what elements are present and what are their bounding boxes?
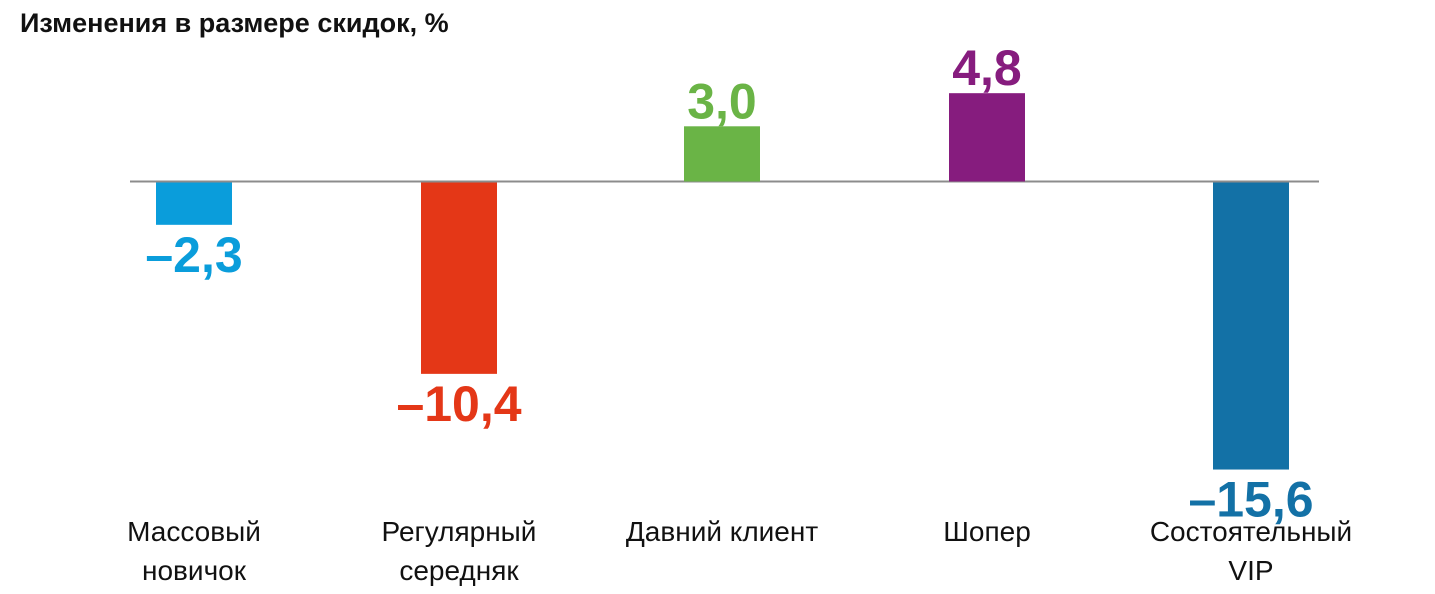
bar	[421, 182, 497, 374]
category-label: Давний клиент	[626, 516, 819, 547]
category-label: середняк	[399, 555, 519, 586]
bar-value-label: –2,3	[145, 227, 242, 283]
bar	[949, 93, 1025, 182]
bar-value-label: 3,0	[687, 73, 757, 129]
bar	[684, 126, 760, 182]
category-labels-group: Массовый новичок Регулярный середняк Давний …	[127, 516, 1352, 586]
value-labels-group: –2,3 –10,4 3,0 4,8 –15,6	[145, 40, 1313, 527]
bar	[156, 182, 232, 225]
bars-group	[156, 93, 1289, 470]
category-label: новичок	[142, 555, 247, 586]
category-label: Состоятельный	[1150, 516, 1352, 547]
category-label: Массовый	[127, 516, 261, 547]
category-label: Регулярный	[382, 516, 537, 547]
category-label: Шопер	[943, 516, 1031, 547]
bar-value-label: 4,8	[952, 40, 1022, 96]
bar	[1213, 182, 1289, 470]
chart-title: Изменения в размере скидок, %	[20, 8, 449, 38]
bar-value-label: –15,6	[1188, 472, 1313, 528]
category-label: VIP	[1228, 555, 1273, 586]
bar-value-label: –10,4	[396, 376, 521, 432]
